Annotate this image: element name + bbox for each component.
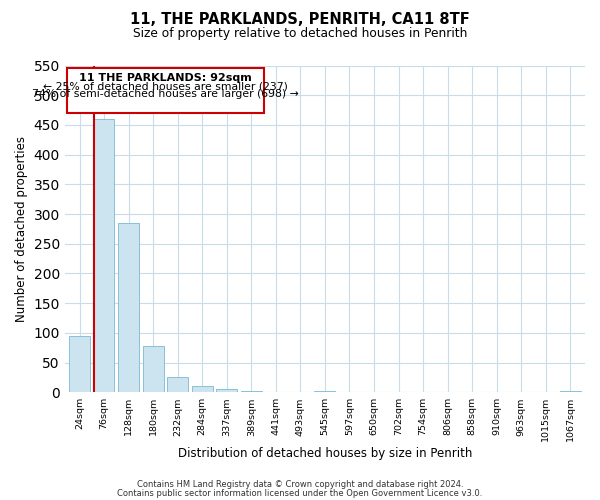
FancyBboxPatch shape <box>67 68 263 113</box>
Text: Contains HM Land Registry data © Crown copyright and database right 2024.: Contains HM Land Registry data © Crown c… <box>137 480 463 489</box>
Bar <box>314 390 335 392</box>
Text: Contains public sector information licensed under the Open Government Licence v3: Contains public sector information licen… <box>118 488 482 498</box>
Bar <box>69 336 90 392</box>
Y-axis label: Number of detached properties: Number of detached properties <box>15 136 28 322</box>
Bar <box>560 391 581 392</box>
Text: 74% of semi-detached houses are larger (698) →: 74% of semi-detached houses are larger (… <box>32 90 299 100</box>
Text: 11, THE PARKLANDS, PENRITH, CA11 8TF: 11, THE PARKLANDS, PENRITH, CA11 8TF <box>130 12 470 28</box>
Bar <box>192 386 212 392</box>
X-axis label: Distribution of detached houses by size in Penrith: Distribution of detached houses by size … <box>178 447 472 460</box>
Text: Size of property relative to detached houses in Penrith: Size of property relative to detached ho… <box>133 28 467 40</box>
Bar <box>94 119 115 392</box>
Text: ← 25% of detached houses are smaller (237): ← 25% of detached houses are smaller (23… <box>43 82 288 92</box>
Bar <box>167 378 188 392</box>
Bar <box>118 223 139 392</box>
Bar <box>143 346 164 393</box>
Bar <box>241 391 262 392</box>
Bar <box>217 390 237 392</box>
Text: 11 THE PARKLANDS: 92sqm: 11 THE PARKLANDS: 92sqm <box>79 73 252 83</box>
